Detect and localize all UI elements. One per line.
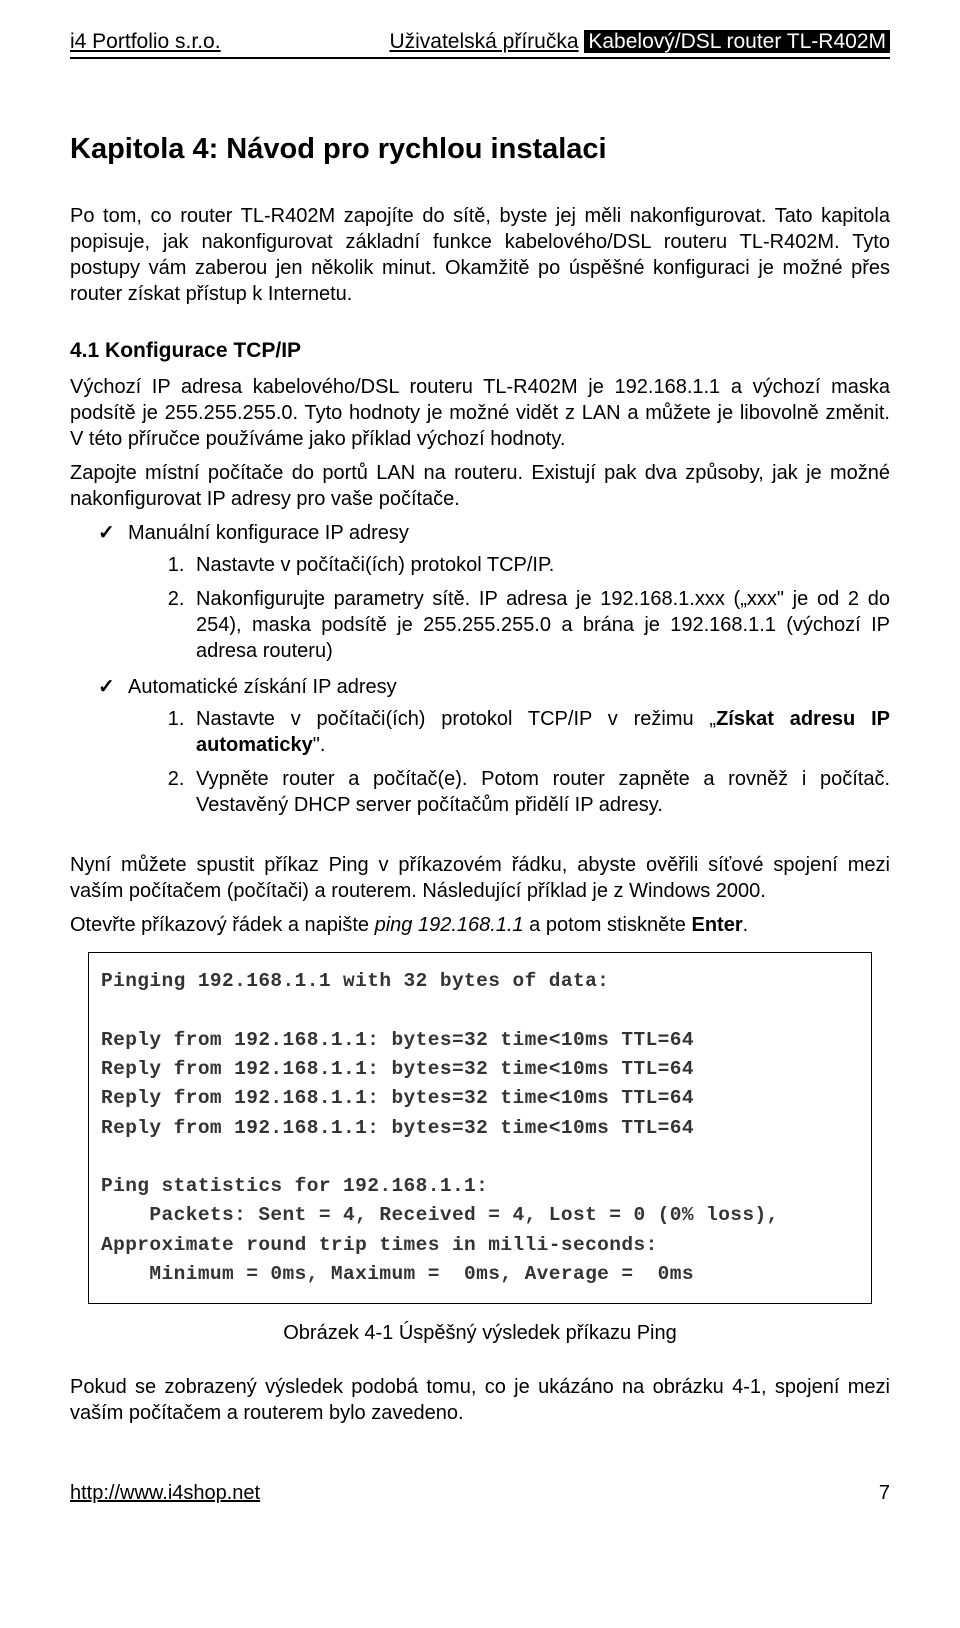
header-right-inverse: Kabelový/DSL router TL-R402M [584, 30, 890, 53]
page: i4 Portfolio s.r.o. Uživatelská příručka… [0, 0, 960, 1628]
spacer [70, 828, 890, 852]
chapter-title: Kapitola 4: Návod pro rychlou instalaci [70, 131, 890, 169]
page-footer: http://www.i4shop.net 7 [70, 1480, 890, 1506]
p5e: . [743, 914, 749, 936]
header-left: i4 Portfolio s.r.o. [70, 28, 221, 55]
header-right: Uživatelská příručka Kabelový/DSL router… [389, 28, 890, 55]
config-methods-list: Manuální konfigurace IP adresy Nastavte … [98, 520, 890, 818]
manual-step-2: Nakonfigurujte parametry sítě. IP adresa… [190, 586, 890, 664]
auto-step-1c: ". [313, 734, 326, 756]
footer-page-number: 7 [879, 1480, 890, 1506]
footer-url[interactable]: http://www.i4shop.net [70, 1480, 260, 1506]
p5c: a potom stiskněte [524, 914, 692, 936]
paragraph-connect: Zapojte místní počítače do portů LAN na … [70, 460, 890, 512]
manual-steps: Nastavte v počítači(ích) protokol TCP/IP… [190, 552, 890, 664]
paragraph-ping-cmd: Otevřte příkazový řádek a napište ping 1… [70, 912, 890, 938]
header-rule [70, 57, 890, 59]
manual-config-heading: Manuální konfigurace IP adresy [128, 522, 409, 544]
section-title: 4.1 Konfigurace TCP/IP [70, 337, 890, 364]
paragraph-ping-intro: Nyní můžete spustit příkaz Ping v příkaz… [70, 852, 890, 904]
header-right-underlined: Uživatelská příručka [389, 30, 578, 53]
figure-caption: Obrázek 4-1 Úspěšný výsledek příkazu Pin… [70, 1320, 890, 1346]
manual-step-1: Nastavte v počítači(ích) protokol TCP/IP… [190, 552, 890, 578]
auto-step-1: Nastavte v počítači(ích) protokol TCP/IP… [190, 706, 890, 758]
manual-config-item: Manuální konfigurace IP adresy Nastavte … [98, 520, 890, 664]
auto-config-heading: Automatické získání IP adresy [128, 676, 397, 698]
auto-config-item: Automatické získání IP adresy Nastavte v… [98, 674, 890, 818]
paragraph-intro: Po tom, co router TL-R402M zapojíte do s… [70, 203, 890, 307]
auto-step-2: Vypněte router a počítač(e). Potom route… [190, 766, 890, 818]
ping-output-console: Pinging 192.168.1.1 with 32 bytes of dat… [88, 952, 872, 1304]
paragraph-defaults: Výchozí IP adresa kabelového/DSL routeru… [70, 374, 890, 452]
ping-command: ping 192.168.1.1 [375, 914, 524, 936]
paragraph-result: Pokud se zobrazený výsledek podobá tomu,… [70, 1374, 890, 1426]
p5a: Otevřte příkazový řádek a napište [70, 914, 375, 936]
auto-steps: Nastavte v počítači(ích) protokol TCP/IP… [190, 706, 890, 818]
page-header: i4 Portfolio s.r.o. Uživatelská příručka… [70, 28, 890, 55]
enter-key: Enter [692, 914, 743, 936]
auto-step-1a: Nastavte v počítači(ích) protokol TCP/IP… [196, 708, 716, 730]
